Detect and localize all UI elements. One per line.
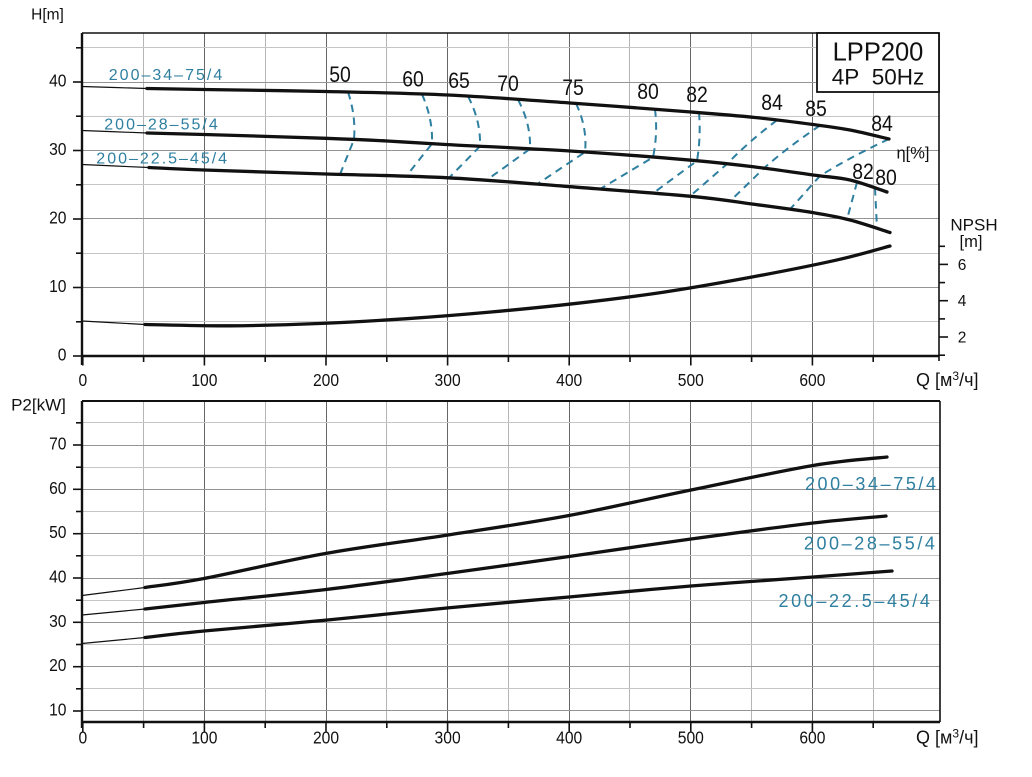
svg-text:60: 60 bbox=[49, 478, 67, 498]
svg-text:Q [м3/ч]: Q [м3/ч] bbox=[916, 369, 978, 390]
svg-text:82: 82 bbox=[686, 82, 708, 107]
svg-text:20: 20 bbox=[49, 655, 67, 675]
svg-text:2: 2 bbox=[958, 330, 967, 347]
svg-text:80: 80 bbox=[875, 165, 897, 190]
svg-text:NPSH: NPSH bbox=[950, 216, 997, 235]
svg-text:[m]: [m] bbox=[960, 233, 983, 251]
svg-text:50: 50 bbox=[329, 62, 351, 87]
svg-text:4P 50Hz: 4P 50Hz bbox=[832, 65, 925, 90]
svg-text:200: 200 bbox=[313, 370, 339, 390]
svg-text:500: 500 bbox=[678, 370, 704, 390]
svg-text:82: 82 bbox=[852, 159, 874, 184]
svg-text:500: 500 bbox=[678, 728, 704, 748]
svg-text:84: 84 bbox=[871, 111, 893, 136]
svg-text:60: 60 bbox=[402, 67, 424, 92]
svg-text:400: 400 bbox=[556, 370, 582, 390]
svg-text:η[%]: η[%] bbox=[896, 145, 929, 163]
svg-text:30: 30 bbox=[49, 139, 67, 159]
svg-text:40: 40 bbox=[49, 567, 67, 587]
svg-text:80: 80 bbox=[637, 79, 659, 104]
svg-text:100: 100 bbox=[191, 728, 217, 748]
svg-text:50: 50 bbox=[49, 522, 67, 542]
svg-text:200–22.5–45/4: 200–22.5–45/4 bbox=[96, 151, 229, 168]
svg-text:300: 300 bbox=[435, 370, 461, 390]
svg-text:300: 300 bbox=[435, 728, 461, 748]
svg-text:H[m]: H[m] bbox=[31, 7, 64, 24]
svg-text:P2[kW]: P2[kW] bbox=[11, 396, 66, 415]
svg-text:75: 75 bbox=[562, 75, 584, 100]
svg-text:600: 600 bbox=[799, 370, 825, 390]
svg-text:70: 70 bbox=[497, 71, 519, 96]
svg-text:30: 30 bbox=[49, 611, 67, 631]
svg-text:0: 0 bbox=[58, 345, 67, 365]
svg-text:200–34–75/4: 200–34–75/4 bbox=[109, 67, 224, 84]
svg-text:40: 40 bbox=[49, 71, 67, 91]
svg-text:4: 4 bbox=[958, 293, 967, 310]
svg-text:10: 10 bbox=[49, 276, 67, 296]
svg-text:85: 85 bbox=[805, 96, 827, 121]
svg-text:0: 0 bbox=[78, 728, 87, 748]
svg-text:400: 400 bbox=[556, 728, 582, 748]
svg-text:65: 65 bbox=[448, 68, 470, 93]
svg-text:10: 10 bbox=[49, 700, 67, 720]
svg-text:100: 100 bbox=[191, 370, 217, 390]
svg-text:0: 0 bbox=[78, 370, 87, 390]
svg-text:70: 70 bbox=[49, 434, 67, 454]
svg-text:84: 84 bbox=[761, 90, 783, 115]
svg-text:20: 20 bbox=[49, 208, 67, 228]
svg-text:200–22.5–45/4: 200–22.5–45/4 bbox=[779, 591, 933, 611]
svg-text:600: 600 bbox=[799, 728, 825, 748]
svg-text:200–34–75/4: 200–34–75/4 bbox=[805, 474, 939, 494]
svg-text:200: 200 bbox=[313, 728, 339, 748]
svg-text:200–28–55/4: 200–28–55/4 bbox=[104, 117, 219, 134]
svg-text:6: 6 bbox=[958, 257, 967, 274]
svg-text:Q [м3/ч]: Q [м3/ч] bbox=[916, 727, 978, 748]
svg-text:LPP200: LPP200 bbox=[833, 39, 924, 67]
svg-text:200–28–55/4: 200–28–55/4 bbox=[804, 534, 938, 554]
